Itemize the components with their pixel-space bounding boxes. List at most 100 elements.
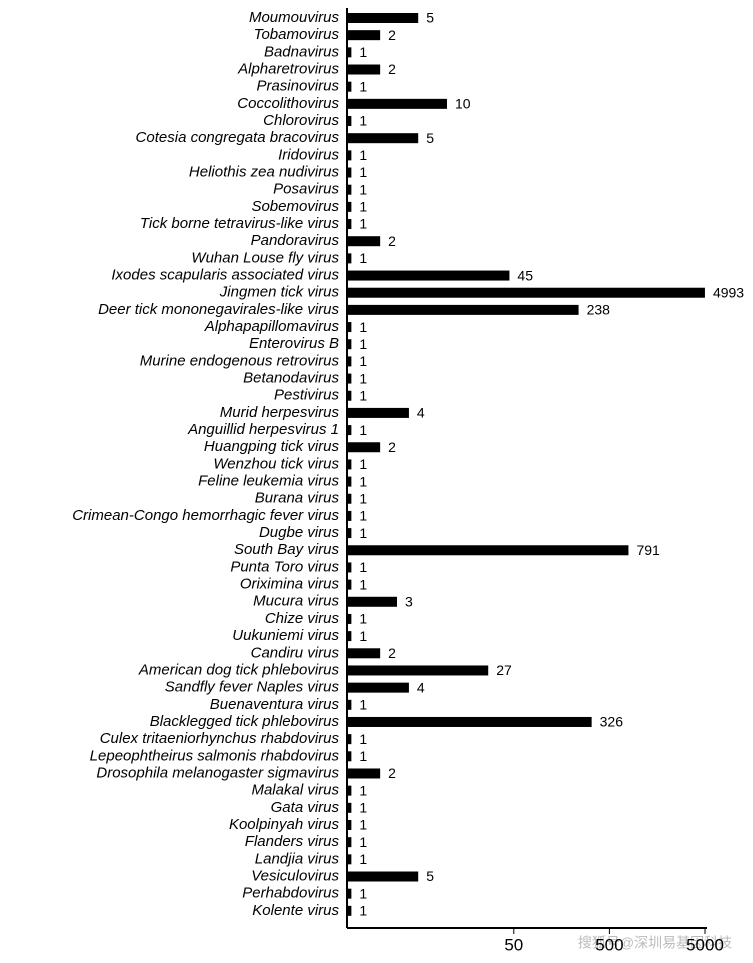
bar <box>347 802 352 813</box>
value-label: 1 <box>359 576 367 592</box>
category-label: Coccolithovirus <box>237 95 339 112</box>
bar <box>347 390 352 401</box>
value-label: 1 <box>359 147 367 163</box>
bar <box>347 98 447 109</box>
value-label: 1 <box>359 181 367 197</box>
category-label: Pestivirus <box>274 387 340 404</box>
category-label: Burana virus <box>255 490 340 507</box>
value-label: 1 <box>359 817 367 833</box>
value-label: 238 <box>587 302 611 318</box>
bar <box>347 648 381 659</box>
value-label: 1 <box>359 508 367 524</box>
bar <box>347 407 409 418</box>
value-label: 4 <box>417 679 425 695</box>
category-label: Tick borne tetravirus-like virus <box>140 215 340 232</box>
category-label: Landjia virus <box>255 850 340 867</box>
category-label: Chlorovirus <box>263 112 339 129</box>
bar <box>347 459 352 470</box>
watermark: 搜狐号@深圳易基因科技 <box>578 935 732 951</box>
bar <box>347 734 352 745</box>
value-label: 1 <box>359 353 367 369</box>
value-label: 1 <box>359 216 367 232</box>
bar <box>347 304 579 315</box>
bar <box>347 596 397 607</box>
category-label: Betanodavirus <box>243 370 339 387</box>
category-label: Pandoravirus <box>251 232 340 249</box>
bar <box>347 819 352 830</box>
value-label: 1 <box>359 748 367 764</box>
value-label: 1 <box>359 885 367 901</box>
bar <box>347 253 352 264</box>
category-label: Prasinovirus <box>256 78 339 95</box>
value-label: 1 <box>359 473 367 489</box>
category-label: Candiru virus <box>251 644 340 661</box>
bar <box>347 905 352 916</box>
category-label: Wuhan Louse fly virus <box>191 249 339 266</box>
value-label: 2 <box>388 765 396 781</box>
category-label: Vesiculovirus <box>251 867 339 884</box>
category-label: Posavirus <box>273 181 339 198</box>
category-label: Feline leukemia virus <box>198 473 339 490</box>
category-label: Enterovirus B <box>249 335 339 352</box>
value-label: 2 <box>388 27 396 43</box>
bar <box>347 751 352 762</box>
category-label: Iridovirus <box>278 146 339 163</box>
value-label: 1 <box>359 782 367 798</box>
value-label: 2 <box>388 645 396 661</box>
value-label: 1 <box>359 164 367 180</box>
category-label: Drosophila melanogaster sigmavirus <box>96 764 339 781</box>
category-label: Wenzhou tick virus <box>213 455 339 472</box>
category-label: Alphapapillomavirus <box>204 318 340 335</box>
x-tick-label: 5000 <box>686 935 724 954</box>
bar <box>347 562 352 573</box>
bar <box>347 81 352 92</box>
bar <box>347 116 352 127</box>
category-label: Flanders virus <box>245 833 340 850</box>
category-label: Moumouvirus <box>249 9 340 26</box>
category-label: Gata virus <box>271 799 340 816</box>
bar <box>347 785 352 796</box>
bar <box>347 545 629 556</box>
bar <box>347 888 352 899</box>
value-label: 10 <box>455 96 471 112</box>
category-label: Mucura virus <box>253 593 339 610</box>
category-label: Sobemovirus <box>251 198 339 215</box>
bar <box>347 30 381 41</box>
value-label: 1 <box>359 336 367 352</box>
value-label: 4 <box>417 405 425 421</box>
bar <box>347 64 381 75</box>
category-label: South Bay virus <box>234 541 340 558</box>
category-label: Murine endogenous retrovirus <box>140 352 340 369</box>
bar <box>347 493 352 504</box>
value-label: 5 <box>426 10 434 26</box>
bar <box>347 854 352 865</box>
bar <box>347 356 352 367</box>
bar <box>347 339 352 350</box>
category-label: Koolpinyah virus <box>229 816 340 833</box>
bar <box>347 219 352 230</box>
category-label: Cotesia congregata bracovirus <box>136 129 340 146</box>
value-label: 1 <box>359 199 367 215</box>
category-label: Dugbe virus <box>259 524 340 541</box>
value-label: 791 <box>636 542 660 558</box>
category-label: Alpharetrovirus <box>237 60 339 77</box>
category-label: Chize virus <box>265 610 340 627</box>
bar <box>347 322 352 333</box>
value-label: 1 <box>359 525 367 541</box>
category-label: Huangping tick virus <box>204 438 340 455</box>
x-tick-label: 50 <box>504 935 523 954</box>
value-label: 1 <box>359 731 367 747</box>
category-label: Tobamovirus <box>254 26 340 43</box>
category-label: Malakal virus <box>251 782 339 799</box>
bar <box>347 201 352 212</box>
category-label: Ixodes scapularis associated virus <box>111 267 339 284</box>
bar <box>347 510 352 521</box>
value-label: 1 <box>359 387 367 403</box>
category-label: Culex tritaeniorhynchus rhabdovirus <box>100 730 340 747</box>
bar <box>347 837 352 848</box>
category-label: Kolente virus <box>252 902 339 919</box>
value-label: 1 <box>359 78 367 94</box>
bar <box>347 167 352 178</box>
value-label: 326 <box>600 714 624 730</box>
